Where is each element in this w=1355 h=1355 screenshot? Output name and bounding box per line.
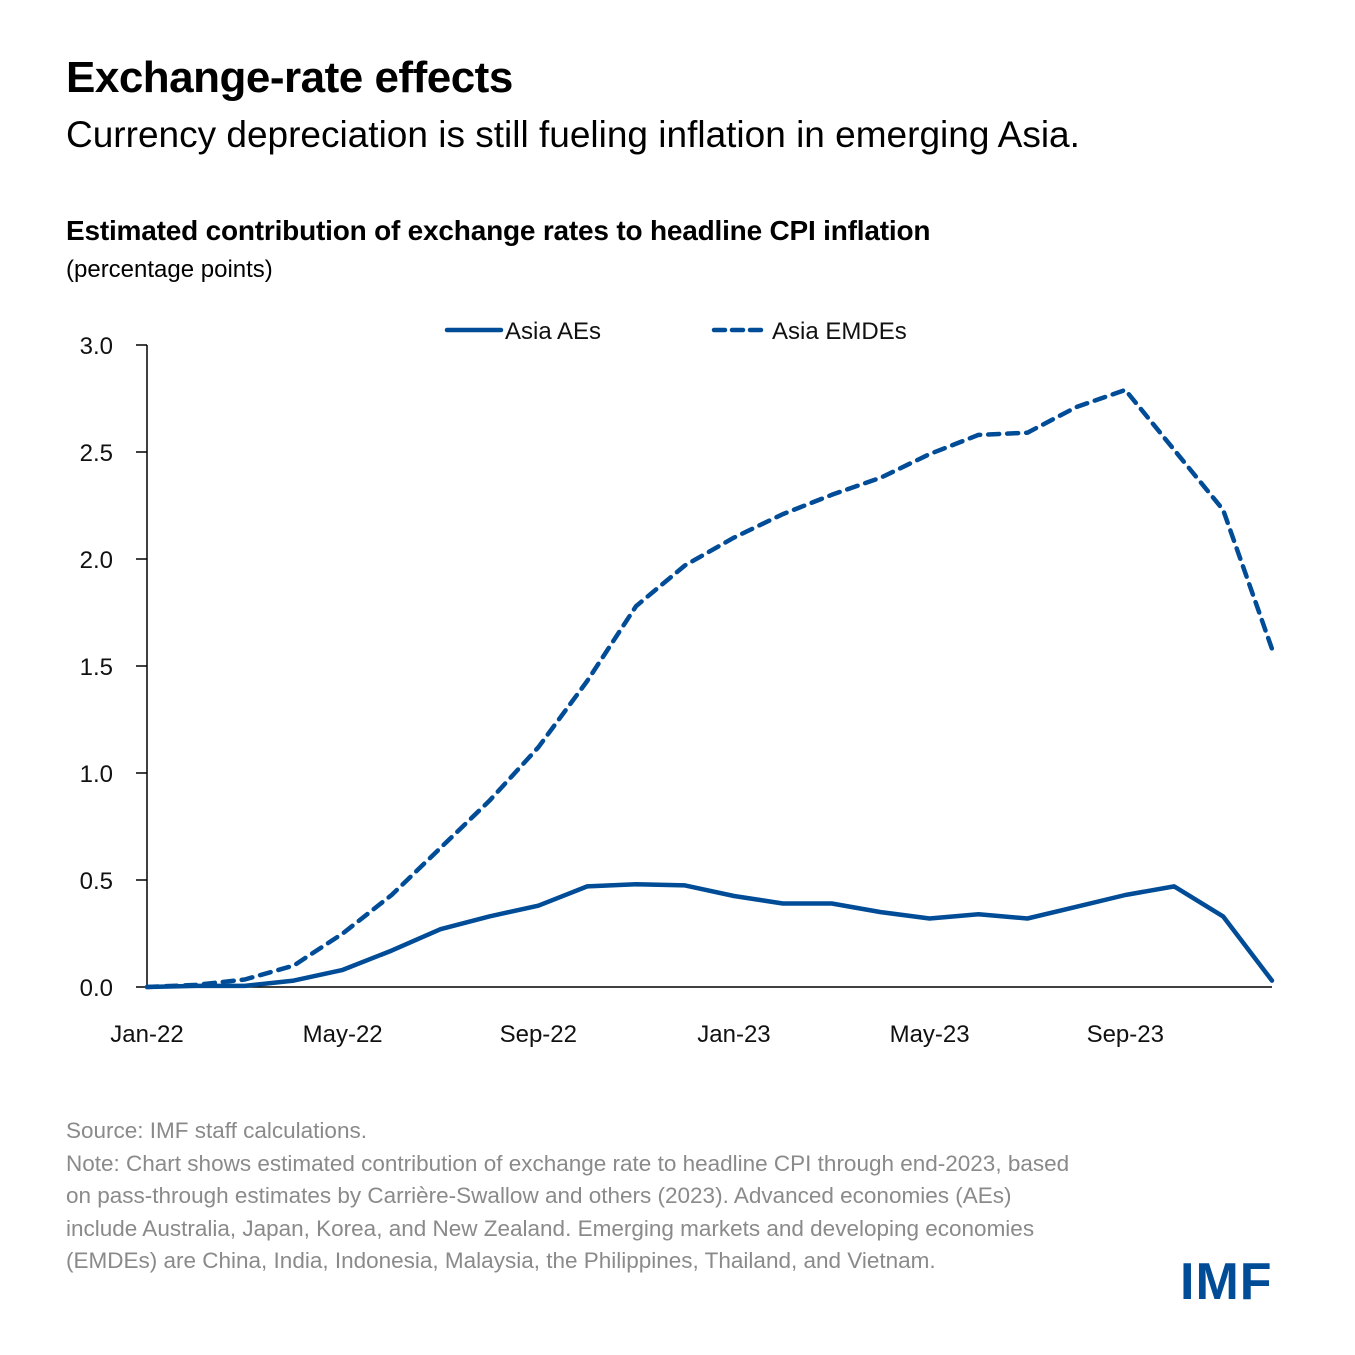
series-line-asia-aes	[144, 882, 1275, 990]
y-tick-label: 0.5	[80, 868, 113, 895]
footnote: Source: IMF staff calculations. Note: Ch…	[66, 1115, 1086, 1278]
legend-label: Asia AEs	[505, 318, 601, 345]
y-tick-label: 2.0	[80, 547, 113, 574]
y-tick-label: 2.5	[80, 440, 113, 467]
legend-label: Asia EMDEs	[772, 318, 907, 345]
legend-item-asia-aes: Asia AEs	[444, 318, 601, 345]
series-line-asia-emdes	[144, 387, 1275, 990]
imf-logo: IMF	[1180, 1253, 1273, 1311]
legend: Asia AEs Asia EMDEs	[444, 318, 907, 345]
y-tick-label: 1.0	[80, 761, 113, 788]
source-note: Source: IMF staff calculations.	[66, 1118, 367, 1143]
chart-note: Note: Chart shows estimated contribution…	[66, 1150, 1070, 1274]
x-tick-label: Jan-23	[697, 1021, 770, 1048]
x-tick-label: May-22	[303, 1021, 383, 1048]
page-title: Exchange-rate effects	[66, 53, 513, 102]
series-lines	[144, 387, 1275, 990]
legend-item-asia-emdes: Asia EMDEs	[711, 318, 907, 345]
x-tick-label: May-23	[890, 1021, 970, 1048]
page-subtitle: Currency depreciation is still fueling i…	[66, 114, 1080, 155]
y-tick-label: 3.0	[80, 333, 113, 360]
chart-title: Estimated contribution of exchange rates…	[66, 215, 931, 246]
y-axis-labels: 0.0 0.5 1.0 1.5 2.0 2.5 3.0	[80, 333, 113, 1002]
y-tick-label: 1.5	[80, 654, 113, 681]
chart-unit: (percentage points)	[66, 256, 273, 283]
x-tick-label: Sep-23	[1087, 1021, 1164, 1048]
y-tick-label: 0.0	[80, 975, 113, 1002]
x-axis-labels: Jan-22 May-22 Sep-22 Jan-23 May-23 Sep-23	[110, 1021, 1164, 1048]
x-tick-label: Jan-22	[110, 1021, 183, 1048]
x-tick-label: Sep-22	[500, 1021, 577, 1048]
